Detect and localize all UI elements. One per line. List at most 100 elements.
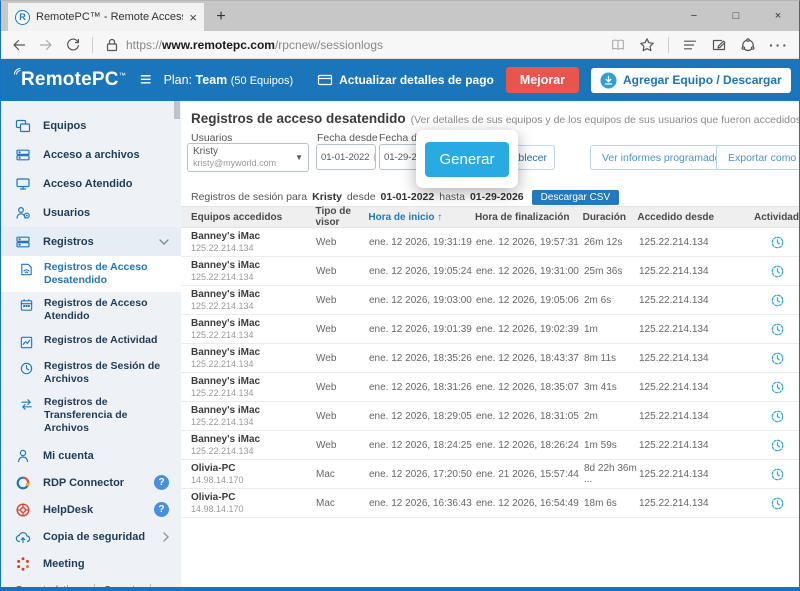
menu-icon[interactable]: ≡ — [140, 70, 152, 90]
sidebar-item-rdp-connector[interactable]: RDP Connector? — [1, 469, 181, 496]
activity-history-icon[interactable] — [770, 351, 785, 366]
add-computer-button[interactable]: Agregar Equipo / Descargar — [591, 68, 791, 93]
col-tipo-de-visor[interactable]: Tipo de visor — [316, 206, 369, 228]
activity-history-icon[interactable] — [770, 409, 785, 424]
more-icon[interactable]: ··· — [769, 37, 789, 53]
reading-view-icon[interactable] — [610, 37, 626, 53]
hub-icon[interactable] — [682, 37, 698, 53]
download-csv-button[interactable]: Descargar CSV — [532, 190, 619, 205]
submenu-item-registros-de-transferencia-de-archivos[interactable]: Registros de Transferencia de Archivos — [1, 391, 181, 440]
col-hora-de-inicio[interactable]: Hora de inicio ↑ — [368, 212, 475, 223]
duration: 8d 22h 36m ... — [584, 463, 639, 485]
session-log-row: Banney's iMac125.22.214.134Webene. 12 20… — [181, 228, 799, 257]
web-note-icon[interactable] — [711, 37, 727, 53]
generate-button[interactable]: Generar — [425, 142, 508, 177]
submenu-item-registros-de-acceso-desatendido[interactable]: Registros de Acceso Desatendido — [1, 256, 181, 292]
update-payment-link[interactable]: Actualizar detalles de pago — [317, 72, 494, 88]
doc-remote-icon — [19, 262, 34, 277]
users-select[interactable]: Kristy kristy@myworld.com ▼ — [187, 143, 309, 172]
filter-area: Usuarios Fecha desde Fecha de Kristy kri… — [181, 128, 799, 186]
viewer-type: Mac — [316, 469, 369, 480]
device-name: Banney's iMac — [191, 318, 316, 330]
col-equipos-accedidos[interactable]: Equipos accedidos — [191, 212, 316, 223]
divider — [150, 584, 151, 587]
browser-tab[interactable]: R RemotePC™ - Remote Access Lo × — [8, 3, 204, 31]
activity-history-icon[interactable] — [770, 293, 785, 308]
support-link[interactable]: Soporte — [104, 584, 141, 587]
end-time: ene. 12 2026, 19:05:06 — [476, 295, 584, 306]
sidebar-item-helpdesk[interactable]: HelpDesk? — [1, 496, 181, 523]
sort-up-icon: ↑ — [437, 212, 442, 223]
sidebar-item-usuarios[interactable]: Usuarios — [1, 198, 181, 227]
col-accedido-desde[interactable]: Accedido desde — [637, 212, 754, 223]
generate-button-zoom-overlay: Generar — [416, 130, 518, 188]
activity-history-icon[interactable] — [770, 322, 785, 337]
start-time: ene. 12 2026, 18:29:05 — [369, 411, 476, 422]
help-badge[interactable]: ? — [154, 502, 169, 517]
sidebar-item-mi-cuenta[interactable]: Mi cuenta — [1, 442, 181, 469]
help-badge[interactable]: ? — [154, 475, 169, 490]
submenu-item-registros-de-sesi-n-de-archivos[interactable]: Registros de Sesión de Archivos — [1, 355, 181, 391]
minimize-button[interactable]: − — [673, 1, 715, 31]
tab-close-icon[interactable]: × — [189, 11, 197, 24]
sidebar-item-acceso-a-archivos[interactable]: Acceso a archivos — [1, 140, 181, 169]
sidebar-item-copia-de-seguridad[interactable]: Copia de seguridad — [1, 523, 181, 550]
sidebar-item-label: Acceso a archivos — [43, 149, 140, 161]
app-body: Equipos Acceso a archivos Acceso AtendidoU… — [1, 101, 799, 587]
sidebar-item-acceso-atendido[interactable]: Acceso Atendido — [1, 169, 181, 198]
device-ip: 125.22.214.134 — [191, 359, 316, 370]
close-button[interactable]: × — [757, 1, 799, 31]
submenu-item-registros-de-actividad[interactable]: Registros de Actividad — [1, 329, 181, 355]
submenu-item-registros-de-acceso-atendido[interactable]: Registros de Acceso Atendido — [1, 292, 181, 328]
session-log-row: Banney's iMac125.22.214.134Webene. 12 20… — [181, 344, 799, 373]
favorites-star-icon[interactable] — [639, 37, 655, 53]
back-icon[interactable] — [11, 37, 27, 53]
session-log-row: Banney's iMac125.22.214.134Webene. 12 20… — [181, 373, 799, 402]
new-tab-button[interactable]: + — [204, 8, 238, 31]
sidebar-item-registros[interactable]: Registros — [1, 227, 181, 256]
accessed-from: 125.22.214.134 — [639, 237, 756, 248]
activity-history-icon[interactable] — [770, 235, 785, 250]
sidebar-item-equipos[interactable]: Equipos — [1, 111, 181, 140]
sidebar-item-meeting[interactable]: Meeting — [1, 550, 181, 577]
browser-window: R RemotePC™ - Remote Access Lo × + − □ ×… — [0, 0, 800, 591]
session-log-table: Banney's iMac125.22.214.134Webene. 12 20… — [181, 228, 799, 518]
features-link[interactable]: Características — [15, 584, 85, 587]
credit-card-icon — [317, 72, 333, 88]
activity-history-icon[interactable] — [770, 380, 785, 395]
maximize-button[interactable]: □ — [715, 1, 757, 31]
doc-chart-icon — [19, 335, 34, 350]
duration: 8m 11s — [584, 353, 639, 364]
duration: 3m 41s — [584, 382, 639, 393]
activity-history-icon[interactable] — [770, 264, 785, 279]
device-name: Banney's iMac — [191, 405, 316, 417]
col-duracion[interactable]: Duración — [583, 212, 638, 223]
upgrade-button[interactable]: Mejorar — [506, 67, 579, 93]
share-icon[interactable] — [740, 37, 756, 53]
submenu-item-label: Registros de Sesión de Archivos — [44, 360, 164, 386]
calendar-icon — [373, 151, 376, 163]
trademark: ™ — [119, 73, 126, 80]
col-hora-de-finalizacion[interactable]: Hora de finalización — [475, 212, 583, 223]
end-time: ene. 12 2026, 16:54:49 — [476, 498, 584, 509]
duration: 1m 59s — [584, 440, 639, 451]
browser-toolbar-icons: ··· — [610, 37, 789, 53]
activity-history-icon[interactable] — [770, 496, 785, 511]
refresh-icon[interactable] — [65, 37, 81, 53]
duration: 2m 6s — [584, 295, 639, 306]
activity-history-icon[interactable] — [770, 438, 785, 453]
sidebar-scrollbar[interactable] — [174, 101, 180, 119]
address-bar: https://www.remotepc.com/rpcnew/sessionl… — [1, 31, 799, 59]
end-time: ene. 12 2026, 18:43:37 — [476, 353, 584, 364]
url-field[interactable]: https://www.remotepc.com/rpcnew/sessionl… — [104, 37, 599, 53]
date-from-input[interactable]: 01-01-2022 — [316, 144, 376, 170]
viewer-type: Web — [316, 411, 369, 422]
device-ip: 125.22.214.134 — [191, 417, 316, 428]
sidebar-item-label: RDP Connector — [43, 477, 124, 489]
activity-history-icon[interactable] — [770, 467, 785, 482]
export-csv-button[interactable]: Exportar como CSV — [716, 145, 800, 170]
duration: 2m — [584, 411, 639, 422]
duration: 18m 6s — [584, 498, 639, 509]
forward-icon[interactable] — [38, 37, 54, 53]
session-log-row: Olivia-PC14.98.14.170Macene. 12 2026, 16… — [181, 489, 799, 518]
